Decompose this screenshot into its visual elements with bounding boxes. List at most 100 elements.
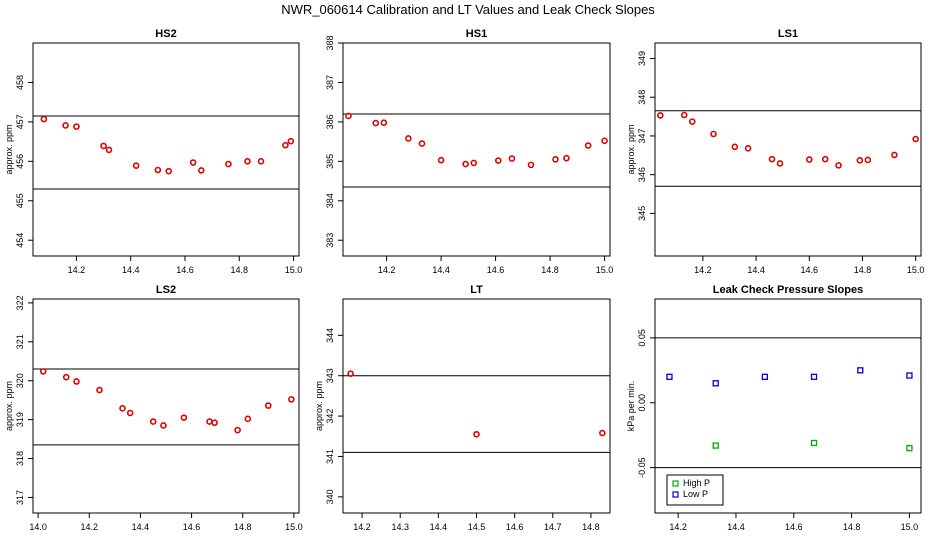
- plot-frame: [654, 298, 922, 514]
- x-tick-label: 14.8: [231, 265, 249, 275]
- y-axis-label: approx. ppm: [626, 124, 636, 174]
- data-point: [154, 166, 162, 174]
- data-point: [39, 368, 47, 375]
- x-tick-label: 14.6: [487, 265, 505, 275]
- legend-box: [666, 474, 724, 506]
- data-point: [418, 140, 426, 147]
- x-tick-label: 15.0: [901, 522, 919, 532]
- plot-frame: [654, 42, 922, 257]
- data-point: [62, 122, 69, 129]
- data-point: [761, 373, 769, 380]
- data-point: [437, 156, 445, 164]
- data-point: [287, 137, 295, 145]
- x-tick-label: 14.2: [378, 265, 396, 275]
- x-tick-label: 14.4: [432, 265, 450, 275]
- data-point: [563, 154, 570, 162]
- y-tick-label: -0.05: [637, 457, 647, 478]
- data-point: [126, 409, 134, 417]
- data-point: [119, 405, 126, 412]
- data-point: [810, 439, 818, 447]
- y-tick-label: 387: [325, 75, 335, 90]
- x-tick-label: 14.5: [468, 522, 486, 532]
- y-tick-label: 458: [15, 75, 25, 90]
- y-tick-label: 384: [325, 193, 335, 208]
- x-tick-label: 14.8: [854, 265, 872, 275]
- x-tick-label: 14.2: [669, 522, 687, 532]
- data-point: [473, 430, 480, 438]
- data-point: [912, 135, 919, 143]
- data-point: [835, 162, 842, 169]
- y-tick-label: 343: [325, 368, 335, 383]
- y-tick-label: 317: [15, 490, 25, 505]
- x-tick-label: 14.4: [727, 522, 745, 532]
- data-point: [768, 155, 776, 163]
- legend-marker: [672, 480, 679, 487]
- y-tick-label: 383: [325, 233, 335, 248]
- data-point: [244, 158, 251, 165]
- data-point: [372, 119, 379, 127]
- y-tick-label: 318: [15, 451, 25, 466]
- data-point: [821, 155, 829, 163]
- x-tick-label: 14.6: [176, 265, 194, 275]
- data-point: [856, 157, 864, 164]
- legend-label: High P: [683, 478, 710, 488]
- y-tick-label: 344: [325, 328, 335, 343]
- panel-title: LS1: [778, 28, 798, 40]
- x-tick-label: 14.6: [785, 522, 803, 532]
- x-tick-label: 14.4: [132, 522, 150, 532]
- data-point: [105, 146, 113, 154]
- data-point: [345, 112, 352, 120]
- data-point: [494, 157, 502, 164]
- data-point: [906, 372, 913, 379]
- series-0: [39, 368, 295, 434]
- y-axis-label: approx. ppm: [314, 381, 324, 431]
- y-tick-label: 385: [325, 154, 335, 169]
- x-tick-label: 14.6: [801, 265, 819, 275]
- x-tick-label: 14.4: [747, 265, 765, 275]
- data-point: [149, 418, 157, 425]
- y-tick-label: 319: [15, 412, 25, 427]
- data-point: [462, 160, 469, 168]
- data-point: [712, 442, 719, 449]
- data-point: [206, 418, 213, 425]
- x-tick-label: 15.0: [596, 265, 614, 275]
- y-tick-label: 455: [15, 193, 25, 208]
- data-point: [864, 156, 872, 164]
- x-tick-label: 14.8: [234, 522, 252, 532]
- x-tick-label: 14.8: [541, 265, 559, 275]
- data-point: [710, 130, 717, 138]
- legend-label: Low P: [683, 489, 708, 499]
- data-point: [96, 386, 103, 394]
- x-tick-label: 14.8: [582, 522, 600, 532]
- data-point: [891, 151, 898, 159]
- data-point: [225, 160, 232, 168]
- y-tick-label: 341: [325, 449, 335, 464]
- x-tick-label: 15.0: [285, 265, 303, 275]
- data-point: [73, 123, 80, 130]
- series-high-p: [712, 439, 913, 452]
- panel-leak: Leak Check Pressure Slopes 14.2 14.4 14.6 14…: [626, 284, 922, 532]
- figure-title: NWR_060614 Calibration and LT Values and…: [281, 2, 655, 17]
- x-tick-label: 14.8: [843, 522, 861, 532]
- y-tick-label: 347: [637, 128, 647, 143]
- data-point: [380, 119, 388, 126]
- data-point: [527, 161, 535, 169]
- data-point: [347, 370, 354, 377]
- panel-title: LT: [470, 284, 483, 296]
- y-tick-label: 346: [637, 167, 647, 182]
- y-tick-label: 457: [15, 114, 25, 129]
- panel-ls1: LS1 14.2 14.4 14.6 14.8 15.0 345 346 347 348 349 ap…: [626, 28, 924, 275]
- panel-ls2: LS2 14.0 14.2 14.4 14.6 14.8 15.0 317 318 319 320 3…: [4, 284, 303, 532]
- x-tick-label: 14.2: [68, 265, 86, 275]
- x-tick-label: 14.2: [353, 522, 371, 532]
- data-point: [180, 414, 188, 421]
- y-tick-label: 0.05: [637, 329, 647, 347]
- y-tick-label: 349: [637, 51, 647, 66]
- x-tick-label: 14.6: [506, 522, 524, 532]
- series-0: [347, 370, 606, 438]
- y-tick-label: 0.00: [637, 394, 647, 412]
- plot-frame: [342, 298, 611, 514]
- data-point: [160, 422, 167, 429]
- panel-title: HS1: [466, 28, 487, 40]
- data-point: [666, 373, 673, 380]
